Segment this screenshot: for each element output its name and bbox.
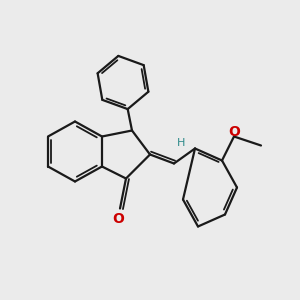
Text: O: O — [228, 125, 240, 139]
Text: O: O — [112, 212, 124, 226]
Text: H: H — [177, 137, 186, 148]
